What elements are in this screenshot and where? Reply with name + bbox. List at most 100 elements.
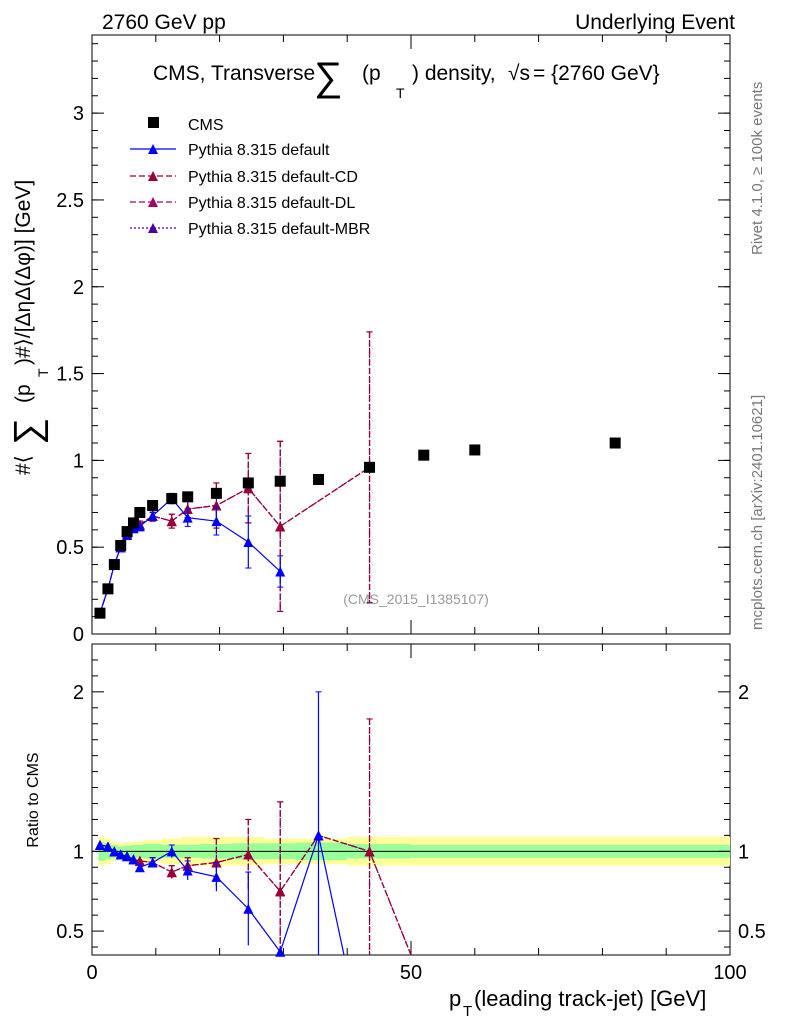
title-sub-t: T: [396, 85, 405, 101]
header-right: Underlying Event: [575, 11, 735, 34]
x-tick-label: 100: [713, 962, 746, 984]
ratio-point: [134, 862, 145, 873]
ratio-axis-ticks: 0.5 0.5 1 1 2 2 0 50 100: [56, 644, 766, 984]
series-point: [134, 521, 145, 532]
legend-dl: Pythia 8.315 default-DL: [188, 195, 355, 212]
cms-point: [274, 475, 286, 487]
series-point: [147, 510, 158, 521]
ratio-panel-frame: [91, 643, 731, 956]
legend-cms-marker: [148, 117, 159, 128]
ratio-point: [122, 851, 133, 862]
ratio-point: [166, 846, 177, 857]
series-point: [182, 512, 193, 523]
xlabel-p: p: [449, 986, 461, 1011]
ratio-point: [115, 849, 126, 860]
ratio-point: [275, 946, 286, 957]
ratio-y-tick-label-right: 1: [738, 841, 749, 863]
title-sum-symbol: ∑: [314, 55, 343, 99]
xlabel-sub: T: [463, 1003, 472, 1020]
legend-default-marker: [148, 144, 158, 154]
series-point: [275, 521, 286, 532]
ratio-point: [243, 903, 254, 914]
legend: CMS Pythia 8.315 default Pythia 8.315 de…: [130, 117, 370, 238]
title-after-sum: ) density,: [412, 62, 496, 85]
y-tick-label: 0.5: [56, 537, 84, 559]
header-left: 2760 GeV pp: [102, 11, 226, 34]
cms-point: [134, 506, 146, 518]
series-point: [166, 516, 177, 527]
cms-point: [364, 461, 376, 473]
y-axis-label: #⟨ ∑ (p T )#⟩/[ΔηΔ(Δφ)] [GeV]: [7, 180, 51, 475]
legend-cd-marker: [148, 171, 158, 181]
series-point: [243, 536, 254, 547]
ratio-series-1: [94, 691, 345, 957]
series-point: [211, 516, 222, 527]
main-axis-ticks: 0 0.5 1 1.5 2 2.5 3: [56, 35, 731, 646]
ratio-point: [243, 849, 254, 860]
ratio-y-tick-label: 2: [73, 682, 84, 704]
ratio-y-tick-label: 1: [73, 841, 84, 863]
y-tick-label: 2: [73, 277, 84, 299]
cms-point: [94, 607, 106, 619]
legend-mbr-marker: [148, 223, 158, 233]
ratio-y-tick-label: 0.5: [56, 921, 84, 943]
series-line: [99, 466, 370, 614]
cms-point: [242, 477, 254, 489]
series-line: [99, 466, 370, 614]
title-sqrt-s: √s: [508, 62, 530, 85]
cms-data: [94, 437, 621, 619]
ratio-point: [94, 839, 105, 850]
series-4: [94, 331, 375, 619]
ratio-uncertainty-bands: [92, 836, 730, 866]
cms-point: [469, 444, 481, 456]
cms-point: [166, 493, 178, 505]
cms-point: [121, 526, 133, 538]
ratio-y-axis-label: Ratio to CMS: [25, 752, 42, 847]
cms-point: [210, 487, 222, 499]
chart-title: CMS, Transverse ∑ (p T ) density, √s = {…: [153, 55, 660, 101]
ratio-point: [364, 846, 375, 857]
ratio-y-tick-label-right: 0.5: [738, 921, 766, 943]
cms-point: [115, 539, 127, 551]
cms-point: [147, 500, 159, 512]
legend-cms: CMS: [188, 117, 224, 134]
ratio-y-tick-label-right: 2: [738, 682, 749, 704]
ratio-series-layer: [94, 691, 412, 957]
ylabel-mid: (p: [12, 384, 35, 403]
series-line: [99, 466, 370, 614]
legend-cd: Pythia 8.315 default-CD: [188, 169, 358, 186]
legend-mbr: Pythia 8.315 default-MBR: [188, 221, 370, 238]
title-prefix: CMS, Transverse: [153, 62, 315, 85]
series-2: [94, 331, 375, 619]
ratio-point: [182, 865, 193, 876]
ratio-point: [313, 830, 324, 841]
ratio-point: [275, 886, 286, 897]
xlabel-rest: (leading track-jet) [GeV]: [474, 986, 706, 1011]
x-tick-label: 0: [86, 962, 97, 984]
ylabel-post: )#⟩/[ΔηΔ(Δφ)] [GeV]: [12, 180, 35, 365]
cms-point: [609, 437, 621, 449]
cms-point: [127, 517, 139, 529]
series-line: [99, 497, 281, 614]
y-tick-label: 0: [73, 624, 84, 646]
cms-point: [102, 583, 114, 595]
ylabel-pre: #⟨: [12, 455, 35, 475]
ratio-point: [211, 871, 222, 882]
legend-dl-marker: [148, 197, 158, 207]
ratio-point: [147, 857, 158, 868]
title-paren: (p: [362, 62, 381, 85]
ratio-point: [166, 867, 177, 878]
cms-point: [418, 449, 430, 461]
series-3: [94, 331, 375, 619]
y-tick-label: 1: [73, 450, 84, 472]
ratio-point: [109, 846, 120, 857]
series-point: [275, 566, 286, 577]
ratio-point: [128, 854, 139, 865]
ylabel-sum: ∑: [7, 418, 49, 445]
ratio-point: [102, 841, 113, 852]
title-energy: = {2760 GeV}: [533, 62, 660, 85]
legend-default: Pythia 8.315 default: [188, 142, 330, 159]
ylabel-sub: T: [35, 368, 51, 377]
cms-point: [182, 491, 194, 503]
